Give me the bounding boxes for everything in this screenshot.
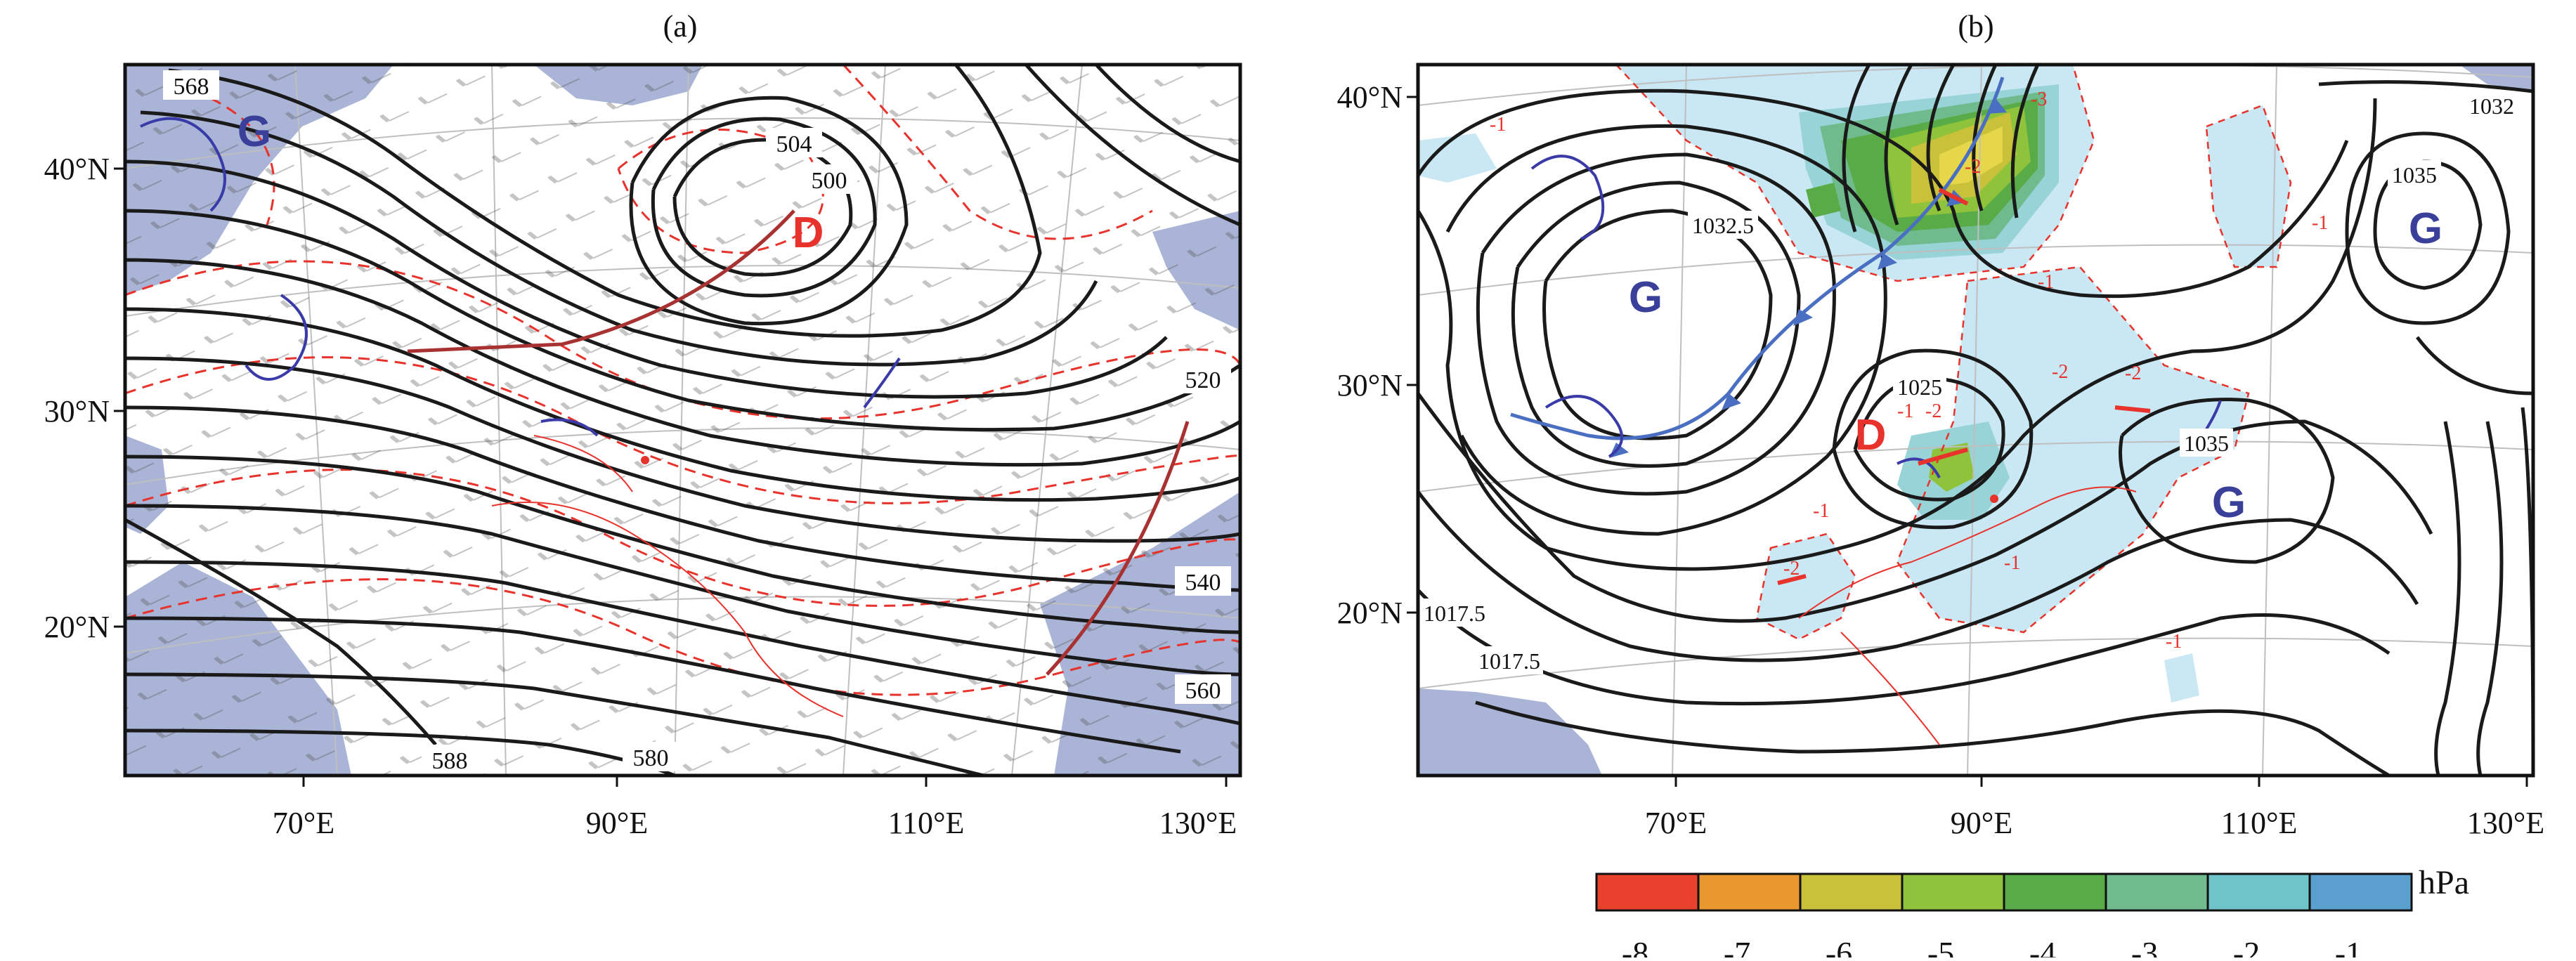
anomaly-label: -1 <box>2038 271 2054 293</box>
colorbar: -8 -7 -6 -5 -4 -3 -2 -1 <box>1595 872 2413 961</box>
isobar-label-1035-east: 1035 <box>2392 162 2437 188</box>
panel-a-station-dot <box>641 456 649 464</box>
panel-a-frame <box>123 63 1242 778</box>
anomaly-label: -2 <box>1925 400 1941 422</box>
panel-b-sea-southwest <box>1418 688 1602 776</box>
colorbar-swatch <box>1697 872 1802 912</box>
panel-a-high-center-g: G <box>238 107 271 156</box>
panel-b-trough-marks <box>1777 188 2151 585</box>
panel-a-lon-axis: 70°E 90°E 110°E 130°E <box>273 776 1237 840</box>
contour-label-500: 500 <box>812 168 847 194</box>
panel-b-anomaly-contours <box>1615 65 2292 641</box>
colorbar-tick-label: -8 <box>1622 935 1648 957</box>
contour-label-504: 504 <box>776 131 812 157</box>
panel-b-high-center-g-south: G <box>2212 478 2246 527</box>
colorbar-tick-label: -7 <box>1724 935 1750 957</box>
panel-a-lon-130e: 130°E <box>1159 806 1237 840</box>
anomaly-label: -1 <box>1813 500 1829 522</box>
panel-b-lat-30n: 30°N <box>1337 368 1403 403</box>
panel-b-sea-north <box>2459 65 2533 91</box>
panel-b-lon-130e: 130°E <box>2467 806 2544 840</box>
colorbar-swatch <box>2003 872 2107 912</box>
colorbar-tick-label: -4 <box>2029 935 2056 957</box>
colorbar-tick-label: -1 <box>2335 935 2362 957</box>
panel-b-station-dot <box>1990 495 1998 503</box>
anomaly-label: -2 <box>2052 361 2068 383</box>
anomaly-label: -2 <box>1965 156 1981 178</box>
panel-a-lat-20n: 20°N <box>44 610 110 644</box>
panel-a-low-center-d: D <box>793 209 824 257</box>
panel-a-height-contours <box>125 65 1240 776</box>
panel-a-contour-labels: 568 504 500 520 540 560 588 580 <box>163 70 1231 774</box>
colorbar-swatch <box>2105 872 2209 912</box>
panel-b-anomaly-labels: -1 -2 -3 -1 -2 -1 -2 -1 -2 -1 -2 -1 -1 <box>1490 89 2328 653</box>
isobar-label-1017-5-lower: 1017.5 <box>1478 648 1540 674</box>
panel-b-lat-40n: 40°N <box>1337 80 1403 115</box>
panel-b-lat-20n: 20°N <box>1337 596 1403 630</box>
panel-b-lon-90e: 90°E <box>1951 806 2012 840</box>
panel-b-lon-70e: 70°E <box>1645 806 1707 840</box>
isobar-label-1032: 1032 <box>2469 93 2514 119</box>
panel-a-lon-90e: 90°E <box>586 806 648 840</box>
panel-b-lat-axis: 40°N 30°N 20°N <box>1337 80 1418 630</box>
panel-a-caption: (a) <box>663 9 698 44</box>
panel-b-lon-axis: 70°E 90°E 110°E 130°E <box>1645 776 2544 840</box>
panel-a-lat-axis: 40°N 30°N 20°N <box>44 152 125 644</box>
colorbar-tick-label: -2 <box>2233 935 2260 957</box>
contour-label-580: 580 <box>633 745 669 771</box>
panel-b-high-center-g-east: G <box>2409 204 2442 253</box>
colorbar-swatch <box>1799 872 1904 912</box>
panel-b-low-center-d: D <box>1855 411 1887 459</box>
panel-b-frame <box>1416 63 2535 778</box>
anomaly-label: -3 <box>2031 89 2047 110</box>
anomaly-label: -1 <box>1490 114 1506 136</box>
panel-a-temperature-contours <box>125 65 1240 696</box>
panel-a-lat-30n: 30°N <box>44 394 110 429</box>
isobar-label-1017-5-upper: 1017.5 <box>1424 601 1485 626</box>
panel-b-caption: (b) <box>1958 9 1993 44</box>
panel-a-lon-110e: 110°E <box>888 806 965 840</box>
panel-a-lat-40n: 40°N <box>44 152 110 186</box>
isobar-label-1035-center: 1035 <box>2184 431 2229 456</box>
anomaly-label: -1 <box>1897 400 1913 422</box>
contour-label-588: 588 <box>432 748 468 774</box>
panel-a-trough-lines <box>407 209 1190 676</box>
contour-label-540: 540 <box>1185 570 1221 596</box>
panel-b-contour-labels: 1032.5 1032 1035 1025 1035 1017.5 1017.5 <box>1421 91 2518 674</box>
anomaly-label: -1 <box>2166 631 2182 653</box>
colorbar-tick-label: -3 <box>2131 935 2158 957</box>
isobar-label-1025: 1025 <box>1897 374 1942 400</box>
panel-b-map: (b) <box>1337 9 2545 840</box>
isobar-label-1032-5: 1032.5 <box>1692 213 1754 238</box>
panel-a-lon-70e: 70°E <box>273 806 334 840</box>
colorbar-swatch <box>2206 872 2311 912</box>
colorbar-swatch <box>1595 872 1700 912</box>
anomaly-label: -1 <box>2312 212 2328 234</box>
panel-b-isobars <box>1418 65 2533 776</box>
panel-b-high-center-g-west: G <box>1629 273 1663 322</box>
anomaly-label: -1 <box>2004 552 2020 574</box>
panel-b-lon-110e: 110°E <box>2221 806 2298 840</box>
panel-a-lakes <box>140 117 901 437</box>
contour-label-560: 560 <box>1185 678 1221 704</box>
colorbar-tick-label: -6 <box>1826 935 1852 957</box>
panel-a-borders <box>491 435 844 717</box>
panel-a-map: (a) <box>44 9 1242 840</box>
colorbar-tick-label: -5 <box>1927 935 1954 957</box>
colorbar-swatch <box>2308 872 2413 912</box>
colorbar-swatch <box>1901 872 2005 912</box>
anomaly-label: -2 <box>1783 558 1800 580</box>
contour-label-568: 568 <box>174 74 209 100</box>
anomaly-label: -2 <box>2125 362 2141 384</box>
contour-label-520: 520 <box>1185 367 1221 393</box>
colorbar-unit: hPa <box>2419 864 2469 901</box>
panel-b-borders <box>1798 486 2137 745</box>
